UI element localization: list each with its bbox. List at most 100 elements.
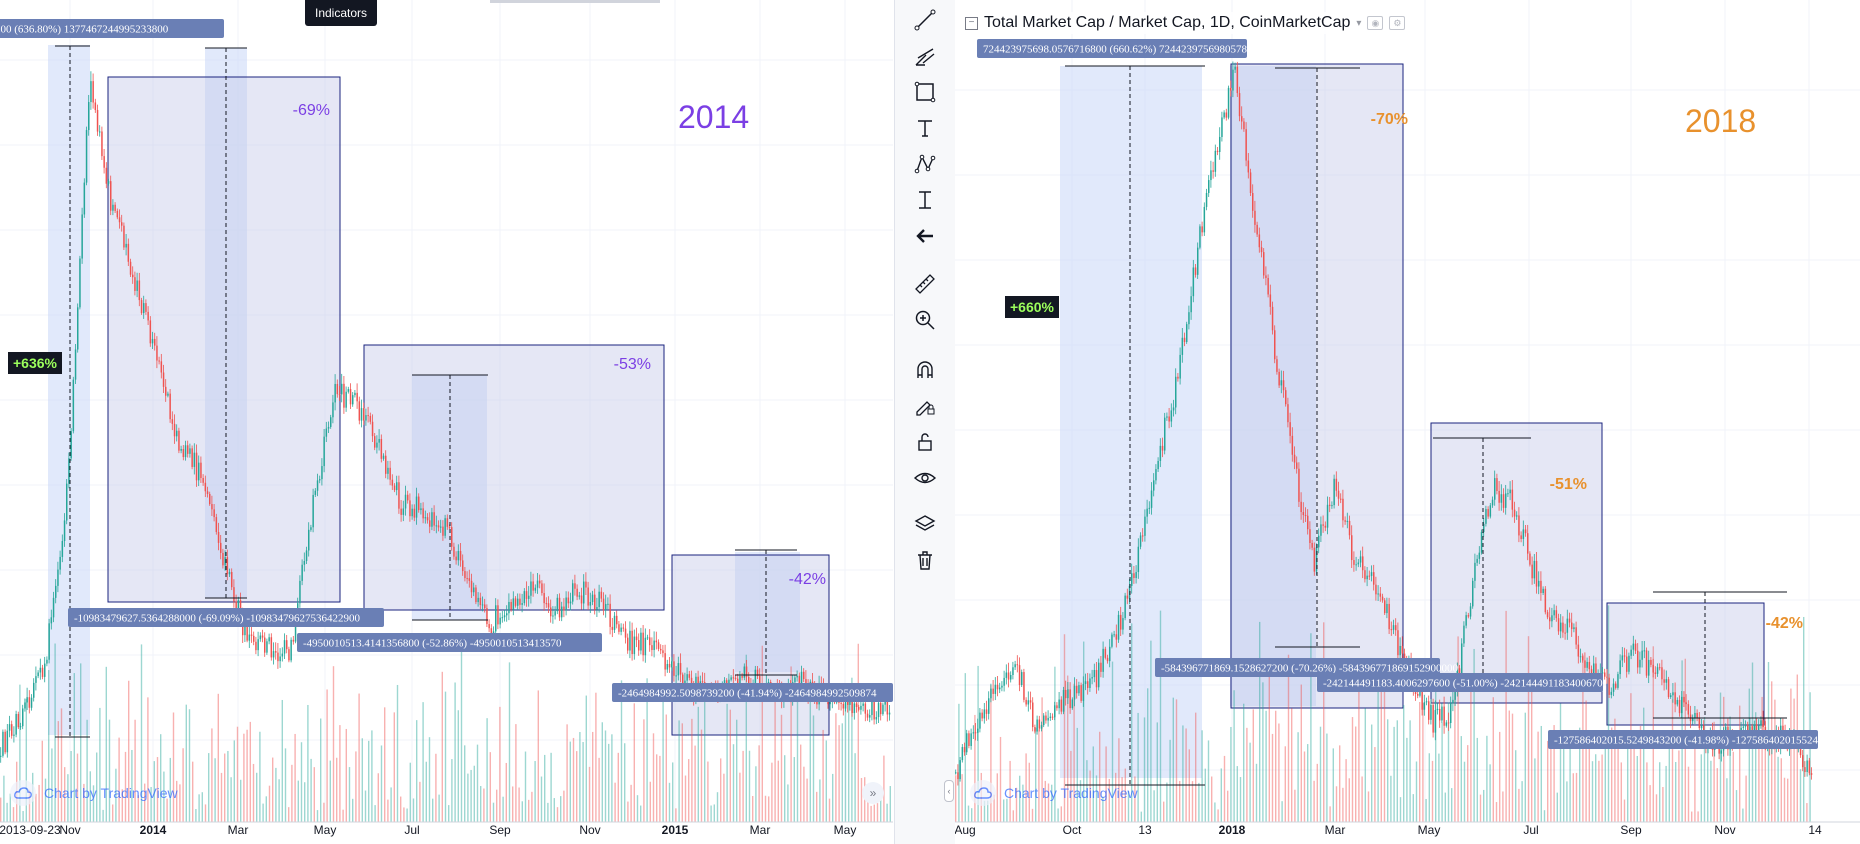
left-candle-body [143, 303, 145, 314]
zoom-in-tool[interactable] [911, 306, 939, 334]
remove-drawings-tool[interactable] [911, 546, 939, 574]
left-candle-body [235, 601, 237, 614]
rectangle-tool[interactable] [911, 78, 939, 106]
right-candle-body [1450, 703, 1452, 724]
pattern-tool[interactable] [911, 150, 939, 178]
right-candle-body [1744, 724, 1747, 727]
trend-line-tool[interactable] [911, 6, 939, 34]
left-candle-body [495, 605, 497, 632]
right-candle-body [1808, 760, 1811, 774]
back-tool[interactable] [911, 222, 939, 250]
unlock-tool[interactable] [911, 428, 939, 456]
left-candle-body [611, 626, 614, 630]
right-candle-body [1291, 435, 1294, 455]
chart-2014[interactable]: 2013-09-23 Nov 2014 Mar May Jul Sep Nov 2015 Mar M… [0, 0, 893, 844]
left-volume-bar [761, 645, 763, 822]
right-x-tick-label: Mar [1325, 823, 1346, 837]
right-volume-bar [1508, 710, 1510, 822]
tradingview-watermark-2[interactable]: Chart by TradingView [970, 780, 1138, 806]
right-volume-bar [1729, 716, 1731, 822]
right-volume-bar [1671, 699, 1674, 822]
left-volume-bar [102, 809, 104, 822]
settings-icon[interactable]: ⚙ [1389, 16, 1406, 30]
right-candle-body [1340, 498, 1342, 500]
left-candle-body [404, 494, 407, 509]
text-tool[interactable] [911, 114, 939, 142]
right-volume-bar [1185, 728, 1187, 822]
left-candle-body [253, 635, 255, 642]
back-arrow-icon [916, 229, 933, 243]
ruler-tool[interactable] [911, 270, 939, 298]
right-volume-bar [1655, 794, 1658, 822]
left-candle-body [459, 550, 462, 561]
right-volume-bar [1358, 683, 1360, 822]
right-candle-body [1144, 516, 1146, 536]
left-candle-body [519, 598, 521, 605]
tradingview-watermark[interactable]: Chart by TradingView [10, 780, 178, 806]
right-candle-body [1500, 494, 1503, 503]
right-candle-body [1674, 692, 1676, 705]
chart-legend[interactable]: − Total Market Cap / Market Cap, 1D, Coi… [965, 12, 1410, 34]
pane-resize-handle[interactable]: ‹ [944, 780, 954, 802]
right-candle-body [1421, 691, 1423, 710]
left-rise-badge-bg [8, 352, 62, 374]
right-candle-body [1617, 674, 1619, 688]
chart-2018[interactable]: Aug Oct 13 2018 Mar May Jul Sep Nov 14 2018 -70% -58… [955, 0, 1860, 844]
left-candle-body [671, 661, 673, 668]
right-candle-body [1533, 560, 1536, 579]
right-volume-bar [1543, 810, 1546, 822]
left-volume-bar [387, 799, 389, 822]
right-candle-body [1241, 116, 1243, 122]
left-candle-body [829, 701, 831, 705]
right-volume-bar [1806, 803, 1808, 822]
right-candle-body [1579, 656, 1582, 658]
right-candle-body [1590, 669, 1593, 675]
right-volume-bar [1009, 760, 1011, 822]
right-volume-bar [1585, 700, 1587, 822]
left-candle-body [677, 663, 680, 676]
chart-2018-canvas[interactable]: Aug Oct 13 2018 Mar May Jul Sep Nov 14 2018 -70% -58… [955, 0, 1860, 844]
right-candle-body [1157, 460, 1159, 470]
left-candle-body [13, 734, 15, 736]
left-candle-body [481, 604, 484, 606]
right-volume-bar [1364, 708, 1366, 822]
right-volume-bar [1678, 750, 1680, 822]
lock-drawing-tool[interactable] [911, 392, 939, 420]
left-volume-bar [438, 794, 440, 822]
right-candle-body [1370, 572, 1373, 576]
left-candle-body [50, 617, 53, 624]
pitchfork-tool[interactable] [911, 42, 939, 70]
hide-series-icon[interactable]: ◉ [1367, 16, 1384, 30]
collapse-icon[interactable]: − [965, 16, 978, 30]
right-volume-bar [1047, 783, 1050, 822]
right-candle-body [1637, 650, 1639, 668]
right-measure-label-bg [1548, 730, 1818, 749]
indicators-tooltip: Indicators [305, 0, 378, 26]
right-candle-body [1381, 596, 1384, 601]
right-volume-bar [1675, 762, 1677, 822]
right-volume-bar [1239, 777, 1242, 822]
right-volume-bar [1572, 773, 1574, 822]
visibility-tool[interactable] [911, 464, 939, 492]
right-volume-bar [1169, 739, 1171, 822]
trend-line-icon [914, 9, 936, 31]
right-candle-body [1177, 376, 1179, 379]
left-candle-body [649, 637, 651, 646]
right-volume-bar [1076, 727, 1078, 822]
right-volume-bar [1348, 778, 1350, 822]
right-candle-body [1034, 727, 1036, 732]
right-candle-body [1150, 490, 1153, 508]
scroll-to-realtime-button[interactable]: » [862, 782, 884, 804]
left-volume-bar [368, 740, 370, 822]
left-volume-bar [819, 779, 821, 822]
object-tree-tool[interactable] [911, 510, 939, 538]
left-candle-body [545, 603, 548, 605]
left-volume-bar [41, 740, 43, 822]
measure-tool[interactable] [911, 186, 939, 214]
magnet-tool[interactable] [911, 356, 939, 384]
chevron-down-icon[interactable]: ▾ [1356, 17, 1362, 29]
right-candle-body [1159, 445, 1162, 461]
right-candle-body [1388, 603, 1390, 630]
left-candle-body [321, 466, 323, 480]
